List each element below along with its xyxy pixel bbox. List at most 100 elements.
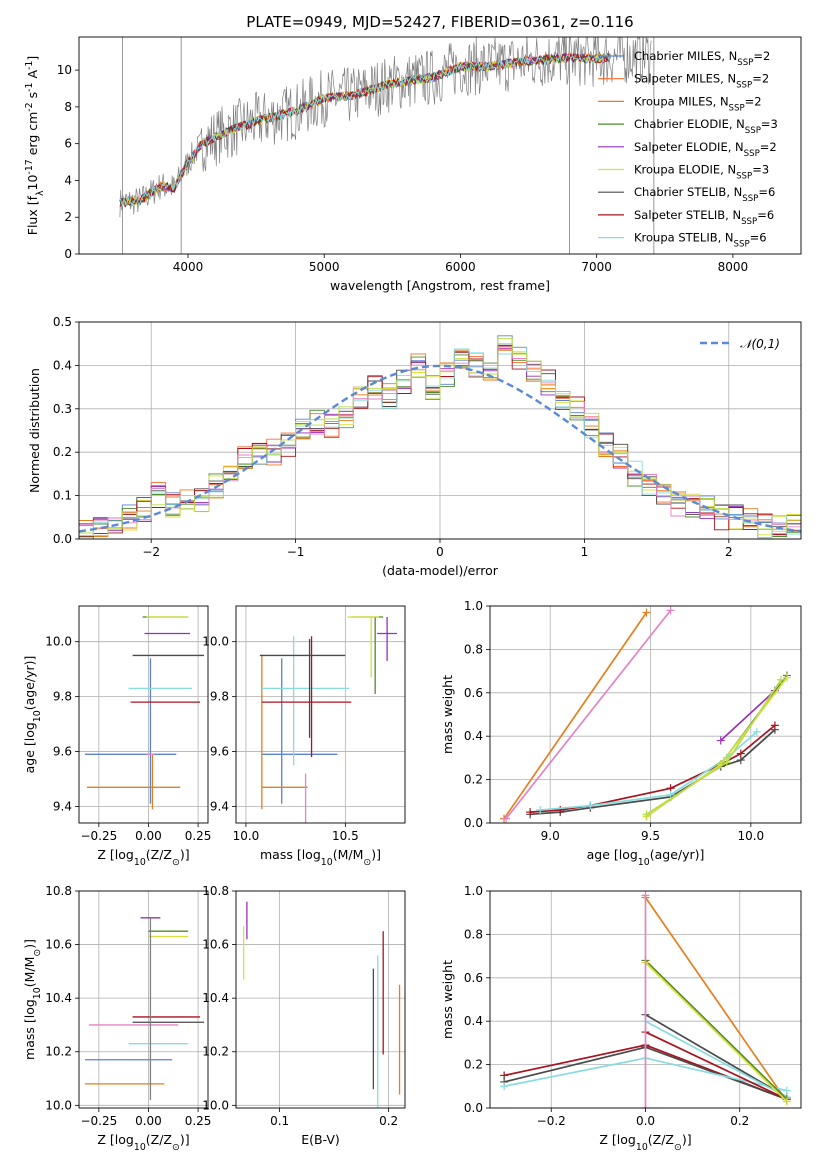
series-marker <box>586 801 595 810</box>
y-axis-label: mass weight <box>440 960 455 1039</box>
errorbar-point <box>261 655 308 810</box>
x-axis-label: (data-model)/error <box>382 563 499 578</box>
x-axis-label: wavelength [Angstrom, rest frame] <box>330 278 550 293</box>
y-tick-label: 0.2 <box>53 445 72 459</box>
series-marker <box>716 736 725 745</box>
legend-label: Chabrier STELIB, NSSP=6 <box>634 185 775 204</box>
series-line <box>503 612 648 820</box>
y-tick-label: 0.5 <box>53 315 72 329</box>
plot-area <box>500 891 791 1108</box>
series-marker <box>556 805 565 814</box>
errorbar-point <box>261 658 338 804</box>
weight-series <box>642 675 785 819</box>
axes-frame <box>235 890 406 1109</box>
residual-histogram <box>79 337 801 536</box>
errorbar-point <box>84 658 177 804</box>
y-tick-label: 10.8 <box>45 884 72 898</box>
chart-spectrum: 4000 5000 6000 7000 8000 0 2 4 6 8 10 wavelength [A… <box>24 36 802 293</box>
axes: 4000 5000 6000 7000 8000 0 2 4 6 8 10 wavelength [A… <box>24 36 802 293</box>
series-line <box>540 731 758 811</box>
y-tick-label: 0.1 <box>53 489 72 503</box>
axes-frame <box>78 605 209 824</box>
axes-frame <box>78 890 209 1109</box>
x-axis-label: Z [log10(Z/Z⊙)] <box>599 1132 691 1153</box>
series-line <box>645 1020 788 1098</box>
y-tick-label: 10.0 <box>45 635 72 649</box>
y-tick-label: 0.6 <box>464 971 483 985</box>
legend-label: Kroupa STELIB, NSSP=6 <box>634 231 767 250</box>
legend-label: Salpeter STELIB, NSSP=6 <box>634 208 774 227</box>
axes: 9.0 9.5 10.0 0.0 0.2 0.4 0.6 0.8 1.0 age [log10(a… <box>440 599 802 868</box>
y-tick-label: 9.6 <box>210 745 229 759</box>
x-tick-label: 1 <box>581 545 589 559</box>
y-tick-label: 0.0 <box>53 532 72 546</box>
x-tick-label: 10.0 <box>737 829 764 843</box>
x-tick-label: 10.0 <box>233 829 260 843</box>
plot-area <box>84 917 205 1100</box>
legend-label: Kroupa ELODIE, NSSP=3 <box>634 163 769 182</box>
y-tick-label: 0.8 <box>464 642 483 656</box>
series-marker <box>752 727 761 736</box>
chart-weight_vs_age: 9.0 9.5 10.0 0.0 0.2 0.4 0.6 0.8 1.0 age [log10(a… <box>440 599 802 868</box>
x-tick-label: 5000 <box>309 260 340 274</box>
y-tick-label: 10.2 <box>202 1045 229 1059</box>
series-line <box>720 690 776 742</box>
legend-label: 𝒩(0,1) <box>740 337 780 351</box>
axes-frame <box>489 605 802 824</box>
series-marker <box>770 721 779 730</box>
series-marker <box>500 1082 509 1091</box>
legend-label: Salpeter ELODIE, NSSP=2 <box>634 140 777 159</box>
axes-frame <box>489 890 802 1109</box>
x-tick-label: −0.2 <box>537 1114 566 1128</box>
x-tick-label: 0.00 <box>135 1114 162 1128</box>
y-tick-label: 10 <box>57 63 72 77</box>
plot-area <box>119 37 655 254</box>
y-tick-label: 10.8 <box>202 884 229 898</box>
x-tick-label: 9.0 <box>541 829 560 843</box>
x-tick-label: 0.1 <box>270 1114 289 1128</box>
series-line <box>505 609 672 820</box>
errorbar-point <box>261 636 350 766</box>
weight-series <box>502 606 675 823</box>
chart-mass_vs_ebv: 0.1 0.2 10.0 10.2 10.4 10.6 10.8 E(B-V) <box>202 884 406 1147</box>
x-tick-label: 0 <box>436 545 444 559</box>
series-marker <box>642 608 651 617</box>
legend: Chabrier MILES, NSSP=2 Salpeter MILES, NS… <box>598 49 778 250</box>
axes-frame <box>235 605 406 824</box>
series-line <box>646 679 782 816</box>
series-marker <box>502 814 511 823</box>
x-tick-label: 0.25 <box>185 1114 212 1128</box>
x-tick-label: −2 <box>142 545 160 559</box>
y-tick-label: 9.4 <box>210 800 229 814</box>
x-tick-label: 4000 <box>173 260 204 274</box>
y-tick-label: 0.4 <box>464 729 483 743</box>
y-tick-label: 0.0 <box>464 1101 483 1115</box>
y-tick-label: 0.4 <box>464 1014 483 1028</box>
errorbar-point <box>86 754 181 810</box>
y-tick-label: 2 <box>64 210 72 224</box>
figure-title: PLATE=0949, MJD=52427, FIBERID=0361, z=0… <box>246 13 633 31</box>
axes: −0.25 0.00 0.25 9.4 9.6 9.8 10.0 Z [log10(Z/Z⊙)… <box>22 605 211 868</box>
weight-series <box>526 721 779 817</box>
x-axis-label: age [log10(age/yr)] <box>587 847 705 868</box>
y-tick-label: 10.4 <box>202 991 229 1005</box>
y-tick-label: 9.8 <box>210 690 229 704</box>
weight-series <box>641 956 791 1104</box>
x-axis-label: Z [log10(Z/Z⊙)] <box>97 847 189 868</box>
errorbar-point <box>347 616 380 678</box>
axes: 0.1 0.2 10.0 10.2 10.4 10.6 10.8 E(B-V) <box>202 884 406 1147</box>
x-tick-label: 0.0 <box>636 1114 655 1128</box>
legend-label: Kroupa MILES, NSSP=2 <box>634 94 762 113</box>
observed-spectrum <box>119 37 652 218</box>
axes-frame <box>78 36 802 255</box>
y-tick-label: 8 <box>64 100 72 114</box>
x-tick-label: 0.2 <box>379 1114 398 1128</box>
y-tick-label: 10.6 <box>45 938 72 952</box>
y-tick-label: 10.0 <box>202 1098 229 1112</box>
x-tick-label: 6000 <box>445 260 476 274</box>
x-tick-label: −0.25 <box>80 1114 117 1128</box>
y-tick-label: 0.8 <box>464 927 483 941</box>
